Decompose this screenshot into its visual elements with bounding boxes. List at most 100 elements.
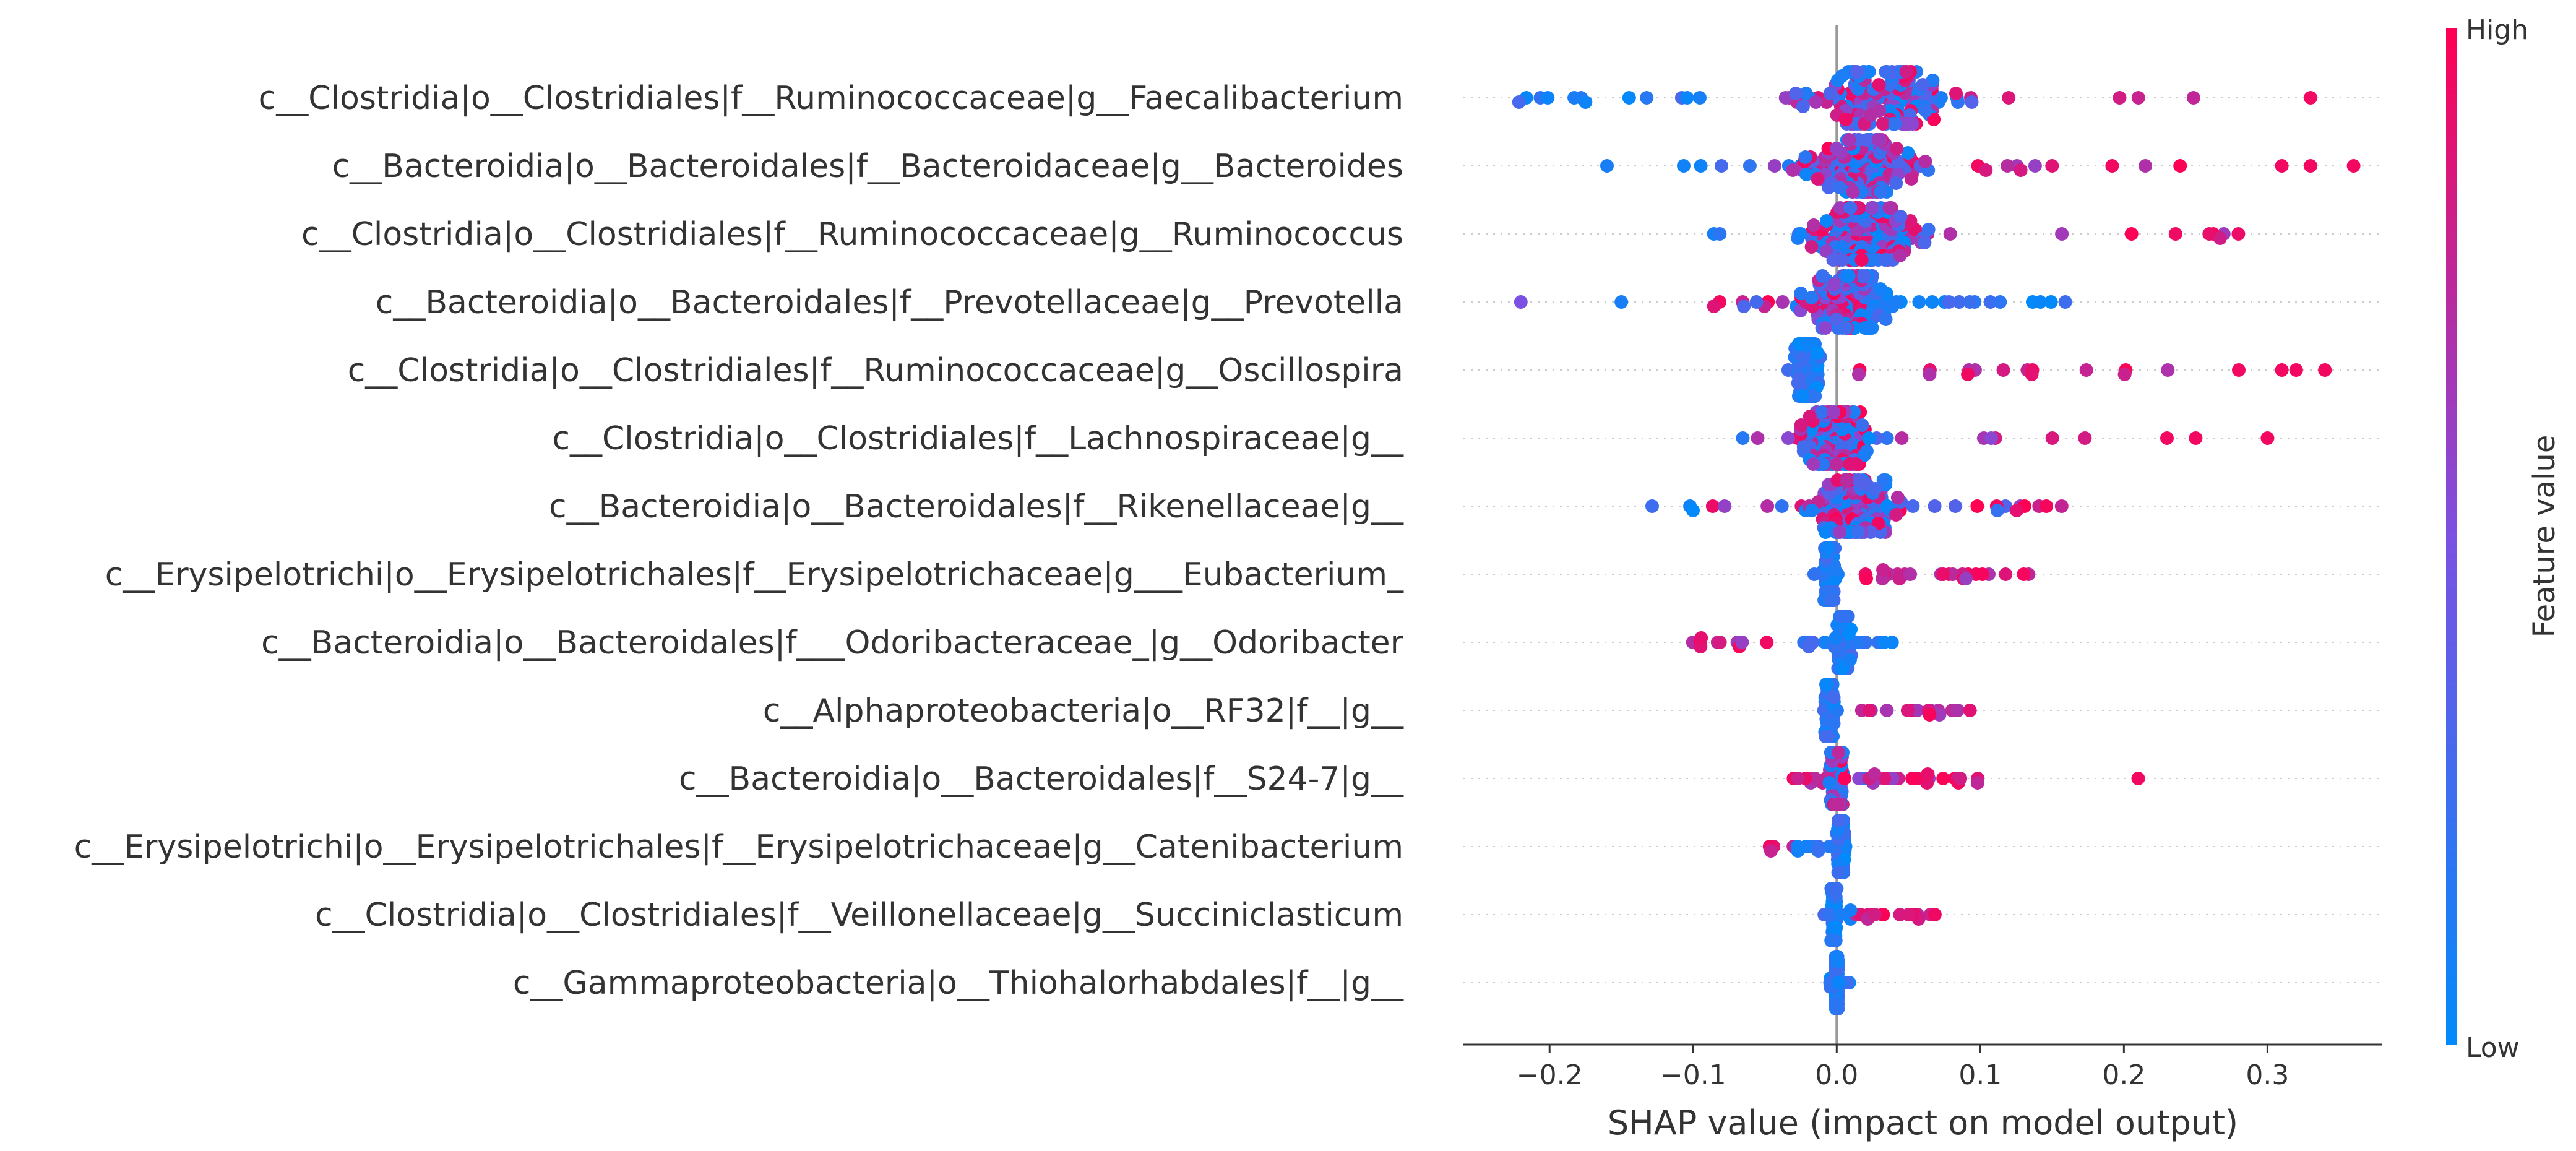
data-point — [1718, 499, 1732, 513]
data-point — [1862, 431, 1876, 445]
data-point — [1794, 227, 1808, 241]
data-point — [1889, 295, 1903, 309]
data-point — [1880, 704, 1894, 717]
data-point — [1850, 65, 1864, 79]
data-point — [1863, 704, 1877, 717]
data-point — [1832, 181, 1846, 194]
feature-label: c__Clostridia|o__Clostridiales|f__Lachno… — [552, 420, 1404, 457]
data-point — [1579, 95, 1593, 109]
data-point — [1854, 253, 1869, 267]
data-point — [1833, 525, 1847, 539]
data-point — [1905, 772, 1919, 785]
data-point — [2002, 91, 2016, 105]
data-point — [2054, 499, 2069, 513]
data-point — [1737, 300, 1751, 313]
data-point — [1805, 504, 1819, 517]
data-point — [1829, 950, 1843, 963]
data-point — [2318, 363, 2332, 377]
data-point — [1829, 313, 1843, 326]
data-point — [1932, 708, 1947, 722]
data-point — [1999, 567, 2013, 581]
data-point — [2275, 159, 2289, 173]
data-point — [1889, 508, 1903, 522]
feature-label: c__Bacteroidia|o__Bacteroidales|f__Riken… — [549, 488, 1404, 525]
data-point — [1824, 593, 1838, 607]
data-point — [1799, 87, 1813, 100]
data-point — [1867, 908, 1882, 921]
data-point — [1844, 623, 1858, 636]
data-point — [2139, 159, 2153, 173]
data-point — [1823, 87, 1837, 100]
data-point — [1975, 567, 1989, 581]
data-point — [1820, 678, 1834, 691]
data-point — [1829, 998, 1843, 1011]
data-point — [1806, 389, 1820, 403]
data-point — [1751, 431, 1765, 445]
data-point — [1808, 772, 1822, 785]
data-point — [1832, 746, 1846, 759]
feature-label: c__Bacteroidia|o__Bacteroidales|f__Bacte… — [332, 148, 1403, 185]
data-point — [1851, 636, 1866, 649]
data-point — [1904, 172, 1918, 186]
colorbar — [2446, 28, 2457, 1045]
data-point — [1928, 499, 1942, 513]
data-point — [2168, 227, 2182, 241]
data-point — [1890, 491, 1905, 504]
data-point — [1791, 844, 1805, 858]
data-point — [1806, 636, 1820, 649]
data-point — [1830, 142, 1844, 155]
data-point — [1801, 337, 1816, 351]
data-point — [1923, 368, 1937, 381]
x-tick-label: 0.2 — [2102, 1059, 2145, 1091]
data-point — [1958, 572, 1973, 585]
data-point — [2173, 159, 2187, 173]
data-point — [2131, 91, 2145, 105]
data-point — [1796, 389, 1810, 403]
data-point — [1829, 631, 1843, 645]
data-point — [1833, 201, 1847, 215]
data-point — [1794, 418, 1808, 432]
data-point — [1804, 291, 1819, 304]
data-point — [1889, 176, 1903, 190]
data-point — [1760, 499, 1775, 513]
data-point — [1961, 368, 1975, 381]
data-point — [2079, 363, 2093, 377]
data-point — [1567, 91, 1582, 105]
data-point — [1514, 295, 1528, 309]
data-point — [2275, 363, 2289, 377]
data-point — [1921, 767, 1935, 781]
data-point — [1600, 159, 1614, 173]
colorbar-title: Feature value — [2527, 435, 2562, 638]
data-point — [1826, 882, 1840, 895]
data-point — [1829, 798, 1843, 811]
data-point — [1742, 159, 1757, 173]
data-point — [1811, 172, 1825, 186]
data-point — [1963, 704, 1977, 717]
data-point — [2033, 295, 2048, 309]
data-point — [2346, 159, 2361, 173]
data-point — [1912, 295, 1926, 309]
data-point — [1760, 636, 1774, 649]
data-point — [1874, 185, 1888, 199]
data-point — [1859, 572, 1873, 585]
data-point — [1829, 457, 1843, 471]
data-point — [1816, 269, 1830, 283]
data-point — [1796, 100, 1810, 113]
data-point — [1865, 201, 1879, 215]
data-point — [1963, 295, 1977, 309]
data-point — [1906, 499, 1920, 513]
data-point — [1876, 117, 1890, 131]
data-point — [1857, 269, 1871, 283]
data-point — [1819, 321, 1832, 335]
data-point — [1799, 168, 1814, 181]
data-point — [1996, 363, 2010, 377]
data-point — [1614, 295, 1629, 309]
data-point — [1916, 78, 1930, 92]
data-point — [1541, 91, 1555, 105]
x-tick-label: 0.1 — [1958, 1059, 2002, 1091]
data-point — [2160, 431, 2174, 445]
data-point — [1827, 278, 1841, 291]
data-point — [2010, 504, 2024, 517]
data-point — [1831, 976, 1845, 989]
